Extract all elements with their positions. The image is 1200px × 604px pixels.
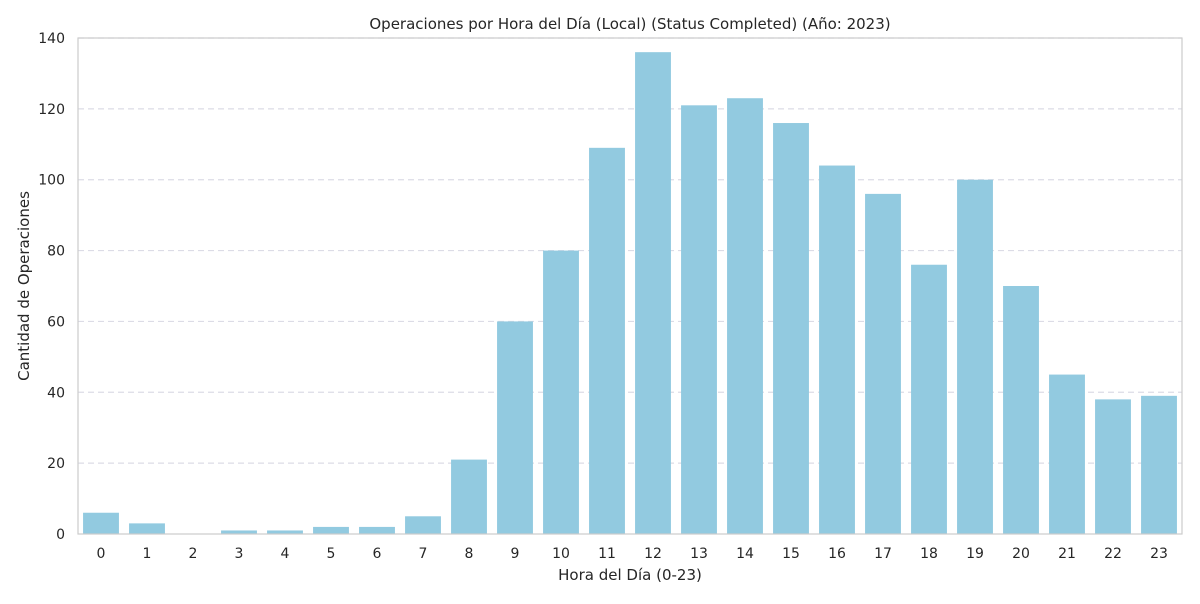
- bar-hour-19: [957, 179, 993, 534]
- x-tick-label: 21: [1058, 546, 1076, 562]
- bar-hour-1: [129, 523, 165, 534]
- x-tick-label: 17: [874, 546, 892, 562]
- x-tick-label: 22: [1104, 546, 1122, 562]
- bar-hour-6: [359, 526, 395, 534]
- bar-hour-12: [635, 52, 671, 535]
- y-tick-label: 140: [38, 31, 65, 47]
- x-tick-label: 4: [281, 546, 290, 562]
- x-tick-label: 15: [782, 546, 800, 562]
- x-axis-title: Hora del Día (0-23): [558, 566, 702, 584]
- y-tick-labels: 0 20 40 60 80 100 120 140: [38, 31, 65, 543]
- bar-hour-5: [313, 526, 349, 534]
- x-tick-label: 13: [690, 546, 708, 562]
- bar-hour-3: [221, 530, 257, 534]
- x-tick-label: 11: [598, 546, 616, 562]
- bar-hour-23: [1141, 395, 1177, 534]
- x-tick-label: 23: [1150, 546, 1168, 562]
- x-tick-label: 5: [327, 546, 336, 562]
- bar-hour-0: [83, 512, 119, 534]
- x-tick-label: 18: [920, 546, 938, 562]
- bar-hour-10: [543, 250, 579, 535]
- bar-hour-14: [727, 98, 763, 534]
- x-tick-label: 8: [465, 546, 474, 562]
- bar-hour-21: [1049, 374, 1085, 534]
- y-tick-label: 100: [38, 173, 65, 189]
- x-tick-label: 14: [736, 546, 754, 562]
- x-tick-label: 12: [644, 546, 662, 562]
- x-tick-label: 16: [828, 546, 846, 562]
- y-tick-label: 80: [47, 244, 65, 260]
- x-tick-label: 9: [511, 546, 520, 562]
- bar-hour-13: [681, 105, 717, 535]
- bars: [83, 52, 1177, 535]
- bar-hour-20: [1003, 286, 1039, 534]
- y-tick-label: 0: [56, 527, 65, 543]
- y-tick-label: 120: [38, 102, 65, 118]
- x-tick-label: 20: [1012, 546, 1030, 562]
- bar-hour-18: [911, 264, 947, 534]
- x-tick-label: 1: [143, 546, 152, 562]
- bar-hour-4: [267, 530, 303, 534]
- x-tick-label: 2: [189, 546, 198, 562]
- chart-title: Operaciones por Hora del Día (Local) (St…: [369, 15, 890, 33]
- bar-hour-9: [497, 321, 533, 534]
- x-tick-labels: 0 1 2 3 4 5 6 7 8 9 10 11 12 13 14 15 16 17 18 19 20 21 22 23: [97, 546, 1168, 562]
- bar-hour-16: [819, 165, 855, 535]
- y-tick-label: 60: [47, 314, 65, 330]
- bar-hour-8: [451, 459, 487, 534]
- x-tick-label: 3: [235, 546, 244, 562]
- x-tick-label: 7: [419, 546, 428, 562]
- x-tick-label: 19: [966, 546, 984, 562]
- bar-hour-22: [1095, 399, 1131, 534]
- plot-frame: [77, 37, 1183, 535]
- y-tick-label: 40: [47, 385, 65, 401]
- x-tick-label: 6: [373, 546, 382, 562]
- x-tick-label: 10: [552, 546, 570, 562]
- bar-hour-15: [773, 123, 809, 535]
- y-axis-title: Cantidad de Operaciones: [15, 191, 33, 381]
- bar-hour-11: [589, 147, 625, 535]
- bar-hour-17: [865, 193, 901, 534]
- y-tick-label: 20: [47, 456, 65, 472]
- x-tick-label: 0: [97, 546, 106, 562]
- bar-hour-7: [405, 516, 441, 534]
